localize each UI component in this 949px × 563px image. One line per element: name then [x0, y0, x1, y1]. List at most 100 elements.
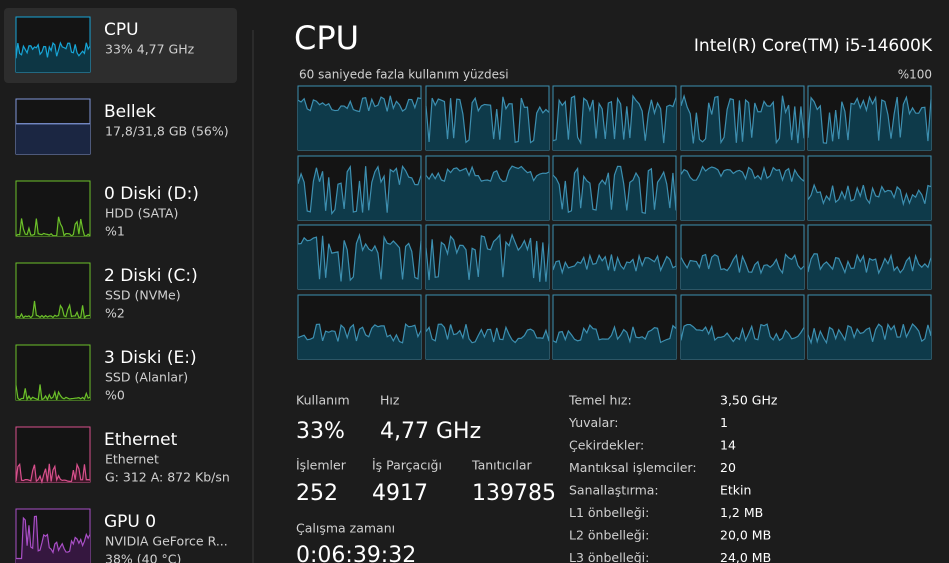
detail-value: 1 — [720, 415, 728, 430]
item-name: GPU 0 — [104, 512, 156, 532]
graph-fill — [426, 96, 549, 150]
stat-label: Hız — [380, 393, 400, 408]
graph-line — [297, 323, 422, 344]
item-detail: SSD (Alanlar) — [105, 370, 188, 385]
item-name: Bellek — [104, 102, 156, 122]
graph-fill — [553, 96, 676, 150]
detail-label: L3 önbelleği: — [569, 550, 649, 563]
item-detail: %0 — [105, 388, 125, 403]
graph-line — [425, 232, 550, 282]
graph-fill — [681, 254, 804, 289]
stat-value: 139785 — [472, 481, 556, 506]
graph-line — [552, 324, 677, 344]
graph-max: %100 — [898, 68, 932, 82]
graph-line — [425, 96, 550, 144]
item-name: Ethernet — [104, 430, 178, 450]
detail-label: Mantıksal işlemciler: — [569, 460, 697, 475]
detail-label: Çekirdekler: — [569, 438, 644, 453]
detail-value: 24,0 MB — [720, 550, 771, 563]
graph-line — [16, 515, 91, 560]
graph-line — [680, 93, 805, 145]
graph-fill — [553, 325, 676, 359]
graph-line — [552, 253, 677, 275]
graph-fill — [298, 95, 421, 150]
stat-label: İşlemler — [296, 458, 347, 473]
graph-line — [680, 165, 805, 182]
detail-value: 3,50 GHz — [720, 393, 778, 408]
item-detail: 17,8/31,8 GB (56%) — [105, 124, 229, 139]
detail-label: L2 önbelleği: — [569, 528, 649, 543]
detail-value: 14 — [720, 438, 736, 453]
item-detail: Ethernet — [105, 452, 159, 467]
graph-fill — [426, 324, 549, 359]
graph-fill — [808, 253, 931, 289]
graph-fill — [808, 324, 931, 359]
graph-fill — [16, 123, 90, 154]
detail-value: Etkin — [720, 483, 751, 498]
graph-line — [15, 216, 91, 237]
graph-line — [15, 462, 91, 485]
item-name: 2 Diski (C:) — [104, 266, 198, 286]
graph-line — [807, 95, 932, 144]
item-detail: NVIDIA GeForce R... — [105, 534, 228, 549]
graph-fill — [426, 234, 549, 289]
item-detail: G: 312 A: 872 Kb/sn — [105, 470, 230, 485]
graph-fill — [426, 166, 549, 220]
graph-fill — [553, 254, 676, 289]
detail-label: Sanallaştırma: — [569, 483, 659, 498]
item-name: 3 Diski (E:) — [104, 348, 197, 368]
graph-line — [552, 165, 677, 215]
item-detail: 38% (40 °C) — [105, 552, 181, 563]
graph-line — [680, 323, 805, 343]
detail-label: L1 önbelleği: — [569, 505, 649, 520]
page-title: CPU — [294, 19, 359, 57]
graph-line — [15, 384, 91, 402]
graph-fill — [808, 96, 931, 150]
graph-line — [297, 95, 422, 113]
graph-line — [807, 183, 932, 207]
detail-label: Temel hız: — [568, 393, 632, 408]
stat-value: 33% — [296, 419, 345, 444]
graph-fill — [681, 324, 804, 359]
detail-value: 20 — [720, 460, 736, 475]
graph-line — [552, 94, 677, 146]
processor-name: Intel(R) Core(TM) i5-14600K — [694, 36, 933, 56]
graph-line — [807, 253, 932, 275]
graph-line — [807, 322, 932, 345]
graph-line — [297, 232, 422, 282]
graph-line — [425, 165, 550, 183]
item-detail: %1 — [105, 224, 125, 239]
graph-frame — [15, 180, 91, 237]
graph-line — [680, 253, 805, 275]
graph-line — [15, 300, 91, 320]
graph-fill — [16, 42, 90, 72]
item-detail: %2 — [105, 306, 125, 321]
detail-value: 20,0 MB — [720, 528, 771, 543]
graph-fill — [808, 185, 931, 220]
detail-label: Yuvalar: — [568, 415, 618, 430]
stat-value: 4917 — [372, 481, 428, 506]
item-detail: HDD (SATA) — [105, 206, 178, 221]
graph-line — [297, 164, 422, 216]
graph-frame — [15, 344, 91, 401]
graph-line — [425, 323, 550, 344]
stat-value: 4,77 GHz — [380, 419, 481, 444]
graph-fill — [16, 516, 90, 563]
graph-fill — [681, 166, 804, 220]
stat-label: Çalışma zamanı — [296, 521, 395, 536]
item-name: 0 Diski (D:) — [104, 184, 199, 204]
stat-value: 252 — [296, 481, 338, 506]
item-detail: 33% 4,77 GHz — [105, 42, 195, 57]
item-name: CPU — [104, 20, 139, 40]
item-detail: SSD (NVMe) — [105, 288, 181, 303]
stat-label: Kullanım — [296, 393, 350, 408]
stat-label: İş Parçacığı — [372, 458, 442, 473]
detail-value: 1,2 MB — [720, 505, 763, 520]
graph-caption: 60 saniyede fazla kullanım yüzdesi — [299, 68, 509, 82]
stat-label: Tanıtıcılar — [471, 458, 532, 473]
graph-frame — [15, 262, 91, 319]
graph-line — [15, 41, 91, 59]
stat-value: 0:06:39:32 — [296, 543, 416, 563]
